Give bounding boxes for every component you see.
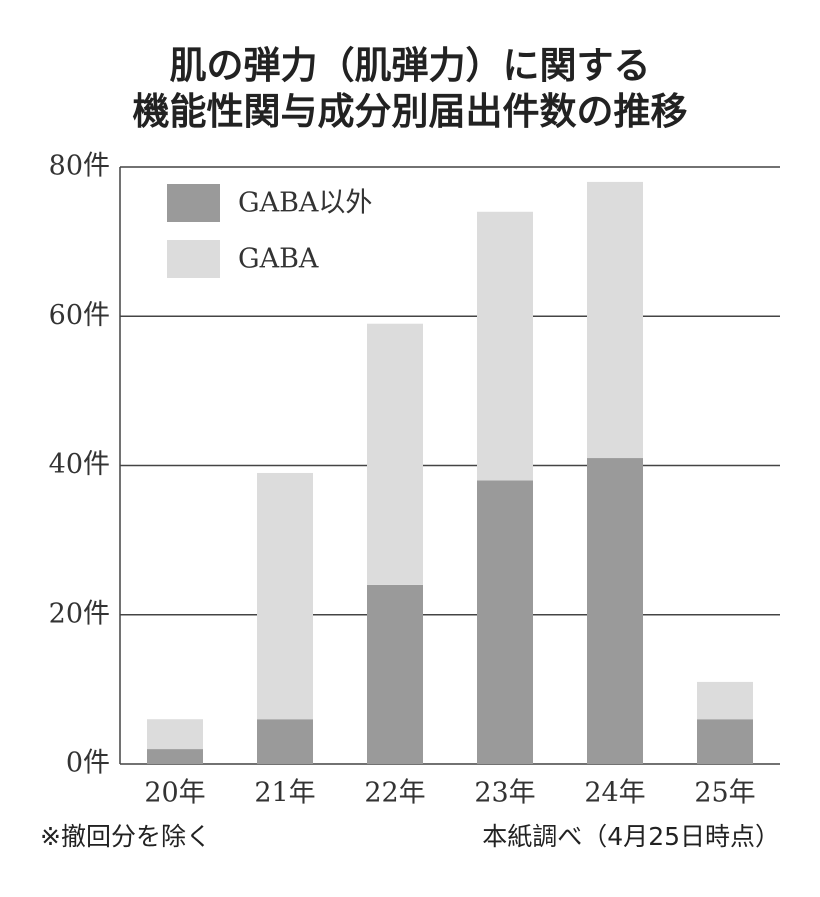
footnote: ※撤回分を除く [40, 822, 211, 851]
y-tick-label: 40件 [49, 449, 110, 480]
y-tick-label: 80件 [49, 151, 110, 182]
x-tick-label: 23年 [474, 778, 535, 809]
legend-label: GABA [238, 244, 319, 275]
bar-segment [697, 681, 753, 720]
x-tick-label: 25年 [694, 778, 755, 809]
x-tick-label: 24年 [584, 778, 645, 809]
legend: GABA以外 GABA [167, 184, 372, 278]
bar-segment [367, 323, 423, 585]
chart-title: 機能性関与成分別届出件数の推移 [133, 90, 688, 133]
legend-swatch [167, 240, 220, 278]
bar-segment [147, 719, 203, 750]
bar-segment [587, 458, 643, 764]
x-tick-label: 21年 [254, 778, 315, 809]
bar-segment [477, 480, 533, 764]
source-note: 本紙調べ（4月25日時点） [482, 822, 780, 851]
legend-label: GABA以外 [238, 188, 372, 219]
bar-segment [587, 181, 643, 459]
chart-title: 肌の弾力（肌弾力）に関する [170, 44, 651, 87]
x-tick-label: 22年 [364, 778, 425, 809]
legend-swatch [167, 184, 220, 222]
bar-segment [477, 211, 533, 481]
y-tick-label: 20件 [49, 598, 110, 629]
y-tick-label: 0件 [66, 748, 110, 779]
bar-segment [257, 472, 313, 720]
bar-segment [697, 719, 753, 764]
bar-segment [257, 719, 313, 764]
y-tick-label: 60件 [49, 300, 110, 331]
bar-segment [367, 584, 423, 764]
bar-segment [147, 749, 203, 764]
x-tick-label: 20年 [144, 778, 205, 809]
